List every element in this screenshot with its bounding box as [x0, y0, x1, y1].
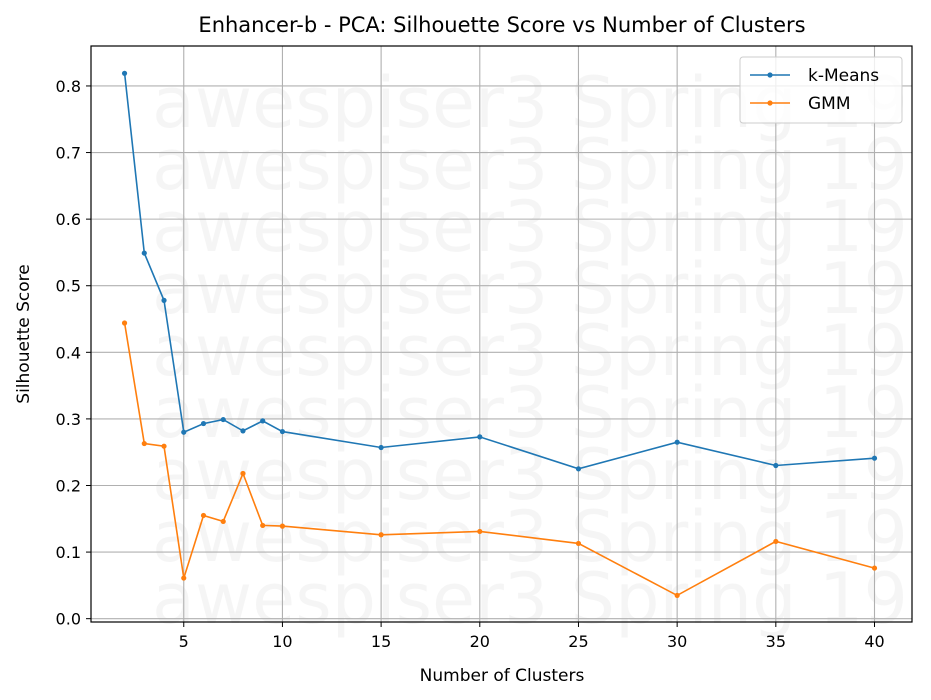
data-point-gmm: [220, 518, 226, 525]
series-gmm: [121, 320, 878, 598]
y-tick-label: 0.0: [56, 610, 81, 629]
x-tick-label: 5: [179, 632, 189, 651]
data-point-k-means: [220, 416, 226, 423]
x-axis-ticks: 5 10 15 20 25 30 35 40: [179, 622, 885, 651]
series-layer: [121, 70, 878, 598]
data-point-k-means: [378, 444, 384, 451]
x-tick-label: 30: [667, 632, 687, 651]
watermark-text: awespiser3 Spring 19: [152, 434, 908, 516]
legend-label: k-Means: [808, 66, 879, 86]
data-point-gmm: [121, 320, 128, 326]
y-axis-ticks: 0.0 0.1 0.2 0.3 0.4 0.5 0.6 0.7 0.8: [56, 77, 91, 629]
legend-label: GMM: [808, 94, 851, 114]
y-tick-label: 0.1: [56, 543, 81, 562]
watermark-text: awespiser3 Spring 19: [152, 186, 908, 268]
data-point-k-means: [161, 297, 167, 303]
y-tick-label: 0.2: [56, 476, 81, 495]
y-tick-label: 0.8: [56, 77, 81, 96]
legend-item-gmm: GMM: [750, 94, 851, 114]
y-tick-label: 0.3: [56, 410, 81, 429]
legend-marker: [767, 72, 773, 78]
data-point-k-means: [279, 428, 286, 435]
data-point-gmm: [200, 512, 207, 519]
data-point-k-means: [181, 429, 187, 435]
data-point-k-means: [121, 70, 128, 76]
data-point-k-means: [575, 466, 582, 472]
legend-marker: [767, 100, 773, 106]
watermark-text: awespiser3 Spring 19: [152, 372, 908, 454]
y-tick-label: 0.7: [56, 144, 81, 163]
legend-item-k-means: k-Means: [750, 66, 879, 86]
chart-title: Enhancer-b - PCA: Silhouette Score vs Nu…: [198, 13, 805, 37]
data-point-gmm: [378, 532, 384, 538]
data-point-gmm: [279, 523, 286, 529]
data-point-k-means: [260, 418, 266, 424]
data-point-gmm: [181, 575, 187, 581]
data-point-gmm: [674, 592, 680, 598]
y-tick-label: 0.4: [56, 343, 81, 362]
data-point-k-means: [141, 250, 147, 256]
x-tick-label: 15: [371, 632, 391, 651]
data-point-gmm: [161, 443, 167, 449]
y-tick-label: 0.5: [56, 277, 81, 296]
data-point-gmm: [260, 522, 266, 529]
data-point-gmm: [575, 540, 582, 547]
data-point-k-means: [240, 428, 246, 434]
data-point-gmm: [871, 565, 878, 571]
watermark-text: awespiser3 Spring 19: [152, 558, 908, 640]
data-point-gmm: [240, 470, 246, 477]
x-tick-label: 25: [568, 632, 588, 651]
series-k-means: [121, 70, 878, 472]
data-point-k-means: [871, 455, 878, 461]
x-tick-label: 40: [864, 632, 884, 651]
watermark-text: awespiser3 Spring 19: [152, 248, 908, 330]
x-tick-label: 35: [766, 632, 786, 651]
watermark-text: awespiser3 Spring 19: [152, 124, 908, 206]
data-point-gmm: [477, 528, 483, 535]
data-point-k-means: [674, 439, 680, 445]
y-axis-label: Silhouette Score: [14, 264, 34, 403]
legend-box: [739, 56, 903, 124]
data-point-k-means: [773, 462, 779, 469]
plot-frame: [90, 45, 913, 623]
x-tick-label: 10: [272, 632, 292, 651]
data-point-k-means: [200, 420, 207, 427]
x-tick-label: 20: [470, 632, 490, 651]
watermark-text: awespiser3 Spring 19: [152, 310, 908, 392]
data-point-gmm: [773, 538, 779, 545]
x-axis-label: Number of Clusters: [420, 666, 585, 686]
legend: k-Means GMM: [739, 56, 903, 124]
data-point-k-means: [477, 434, 483, 440]
data-point-gmm: [141, 440, 147, 447]
y-tick-label: 0.6: [56, 210, 81, 229]
